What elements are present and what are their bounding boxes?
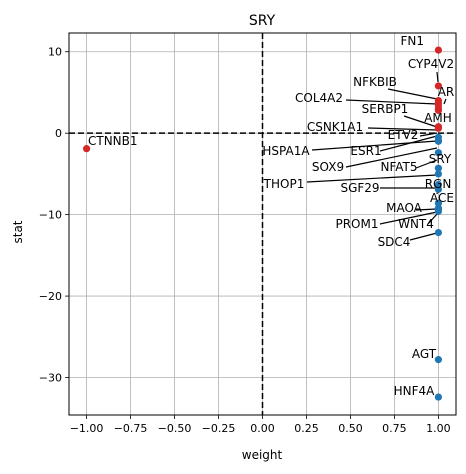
data-point-ctnnb1 bbox=[82, 145, 91, 153]
y-tick-label: −10 bbox=[39, 209, 62, 222]
x-tick-label: 0.25 bbox=[294, 422, 319, 435]
data-point-amh bbox=[434, 106, 443, 114]
leader-line-maoa bbox=[415, 208, 438, 211]
point-label-agt: AGT bbox=[412, 347, 437, 361]
point-label-ctnnb1: CTNNB1 bbox=[88, 134, 138, 148]
data-point-hnf4a bbox=[434, 393, 443, 401]
x-tick-label: −0.25 bbox=[202, 422, 236, 435]
point-label-hspa1a: HSPA1A bbox=[262, 144, 310, 158]
leader-line-etv2 bbox=[419, 132, 438, 137]
x-tick-label: −0.75 bbox=[114, 422, 148, 435]
leader-line-sox9 bbox=[345, 147, 438, 168]
data-point-thop1 bbox=[434, 170, 443, 178]
x-axis-label: weight bbox=[242, 448, 283, 462]
y-axis-label: stat bbox=[11, 220, 25, 243]
leader-line-serbp1 bbox=[403, 115, 438, 128]
x-tick-label: 0.75 bbox=[382, 422, 407, 435]
point-labels: FN1 CYP4V2 NFKBIB AR COL4A2 SERBP1 AMH CSNK1A1 E… bbox=[88, 34, 454, 398]
point-label-nfat5: NFAT5 bbox=[380, 160, 417, 174]
axis-ticks: −1.00 −0.75 −0.50 −0.25 0.00 0.25 0.50 0.75 1.00… bbox=[39, 46, 451, 435]
data-point-sox9 bbox=[434, 137, 443, 145]
point-label-thop1: THOP1 bbox=[263, 177, 305, 191]
point-label-nfkbib: NFKBIB bbox=[353, 75, 397, 89]
data-point-etv2 bbox=[434, 124, 443, 132]
point-label-hnf4a: HNF4A bbox=[394, 384, 436, 398]
data-point-agt bbox=[434, 356, 443, 364]
y-tick-label: −20 bbox=[39, 290, 62, 303]
point-label-ace: ACE bbox=[430, 191, 454, 205]
y-tick-label: −30 bbox=[39, 372, 62, 385]
point-label-sgf29: SGF29 bbox=[340, 181, 379, 195]
leader-line-wnt4 bbox=[427, 213, 438, 225]
point-label-wnt4: WNT4 bbox=[398, 217, 434, 231]
point-label-amh: AMH bbox=[424, 111, 452, 125]
leader-line-csnk1a1 bbox=[367, 127, 438, 131]
y-tick-label: 0 bbox=[55, 127, 62, 140]
chart-title: SRY bbox=[249, 13, 276, 29]
leader-line-ar bbox=[443, 98, 447, 105]
data-point-sry bbox=[434, 164, 443, 172]
point-label-etv2: ETV2 bbox=[388, 128, 419, 142]
point-label-sox9: SOX9 bbox=[312, 160, 344, 174]
leader-line-nfkbib bbox=[387, 88, 438, 100]
x-tick-label: −1.00 bbox=[70, 422, 104, 435]
point-label-col4a2: COL4A2 bbox=[295, 91, 343, 105]
point-label-rgn: RGN bbox=[425, 177, 452, 191]
point-label-esr1: ESR1 bbox=[350, 144, 381, 158]
leader-line-sdc4 bbox=[409, 232, 438, 241]
leader-line-thop1 bbox=[306, 174, 438, 183]
leader-line-nfat5 bbox=[415, 159, 438, 169]
data-points bbox=[82, 46, 443, 401]
x-tick-label: −0.50 bbox=[158, 422, 192, 435]
point-label-cyp4v2: CYP4V2 bbox=[408, 57, 454, 71]
leader-line-cyp4v2 bbox=[436, 71, 439, 83]
point-label-csnk1a1: CSNK1A1 bbox=[307, 120, 363, 134]
point-label-prom1: PROM1 bbox=[335, 217, 378, 231]
leader-line-prom1 bbox=[379, 211, 438, 225]
point-label-serbp1: SERBP1 bbox=[362, 102, 409, 116]
x-tick-label: 1.00 bbox=[426, 422, 451, 435]
data-point-prom1 bbox=[434, 207, 443, 215]
data-point-rgn bbox=[434, 185, 443, 193]
data-point-nfat5 bbox=[434, 149, 443, 157]
data-point-cyp4v2 bbox=[434, 82, 443, 90]
point-label-maoa: MAOA bbox=[386, 201, 423, 215]
x-tick-label: 0.50 bbox=[338, 422, 363, 435]
leader-line-hspa1a bbox=[311, 140, 438, 151]
x-tick-label: 0.00 bbox=[250, 422, 275, 435]
point-label-ar: AR bbox=[438, 85, 455, 99]
point-label-fn1: FN1 bbox=[400, 34, 424, 48]
leader-line-col4a2 bbox=[345, 99, 438, 105]
reference-lines bbox=[69, 33, 456, 415]
data-point-fn1 bbox=[434, 46, 443, 54]
label-leader-lines bbox=[306, 71, 447, 241]
point-label-sdc4: SDC4 bbox=[378, 235, 411, 249]
y-tick-label: 10 bbox=[48, 46, 62, 59]
point-label-sry: SRY bbox=[429, 152, 452, 166]
data-point-sdc4 bbox=[434, 228, 443, 237]
